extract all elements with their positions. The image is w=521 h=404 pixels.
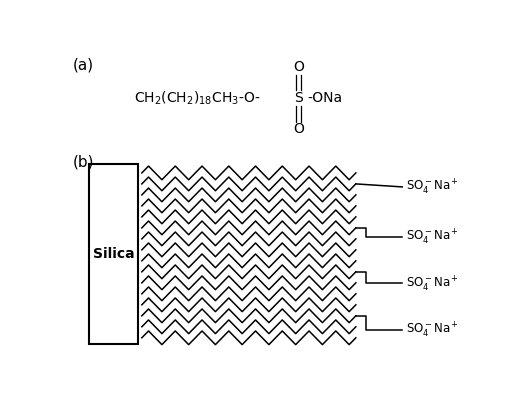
Text: SO$_4^-$Na$^+$: SO$_4^-$Na$^+$ [406, 227, 460, 246]
Text: SO$_4^-$Na$^+$: SO$_4^-$Na$^+$ [406, 274, 460, 293]
Text: CH$_2$(CH$_2$)$_{18}$CH$_3$-O-: CH$_2$(CH$_2$)$_{18}$CH$_3$-O- [134, 90, 260, 107]
Text: S: S [294, 91, 303, 105]
Text: SO$_4^-$Na$^+$: SO$_4^-$Na$^+$ [406, 321, 460, 339]
Text: O: O [293, 60, 304, 74]
Text: -ONa: -ONa [307, 91, 342, 105]
Bar [90, 164, 138, 344]
Text: (b): (b) [73, 154, 95, 169]
Text: O: O [293, 122, 304, 137]
Text: (a): (a) [73, 58, 94, 73]
Text: SO$_4^-$Na$^+$: SO$_4^-$Na$^+$ [406, 177, 460, 196]
Text: Silica: Silica [93, 247, 134, 261]
